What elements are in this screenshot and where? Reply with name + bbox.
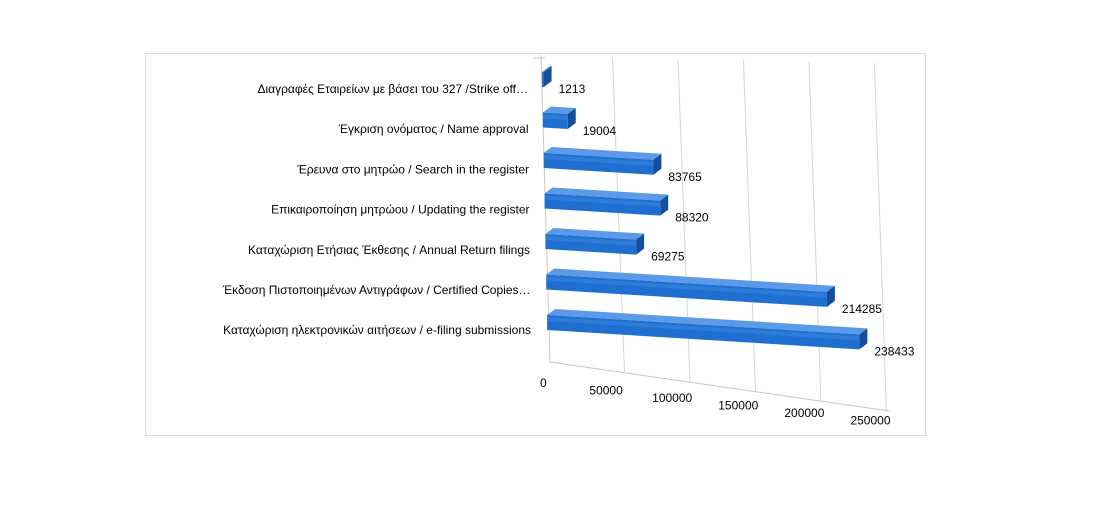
bar [543,147,662,175]
x-tick-label: 50000 [589,384,623,398]
value-label: 238433 [874,344,914,358]
bar-end-face [660,194,669,216]
bar-highlight [547,317,860,341]
bar-highlight [542,114,568,121]
value-label: 1213 [559,82,586,96]
bar-highlight [546,276,827,298]
x-tick-label: 100000 [652,391,692,405]
bar [545,228,645,255]
bar-end-face [653,153,662,175]
value-label: 69275 [651,250,685,264]
bar [544,187,669,216]
bar-top-face [542,66,552,73]
label-layer: 1213 Διαγραφές Εταιρείων με βάσει του 327… [222,82,915,428]
bar-top-face [543,147,662,160]
floor-edge [549,361,890,412]
bar-top-face [547,309,868,335]
value-label: 88320 [675,211,709,225]
bar-highlight [542,74,544,79]
bar-top-face [544,187,669,201]
bar [546,268,835,307]
category-label: Έκδοση Πιστοποιημένων Αντιγράφων / Certi… [222,283,531,297]
x-tick-label: 250000 [850,414,890,428]
bar-end-face [543,66,552,88]
chart-frame [145,53,926,436]
gridline [873,63,887,411]
bar-highlight [545,236,637,246]
bar-top-face [545,228,645,240]
bar-layer [542,66,868,350]
bar-top-face [546,268,835,292]
category-label: Επικαιροποίηση μητρώου / Updating the re… [271,203,529,217]
x-tick-label: 0 [540,376,547,390]
category-label: Καταχώριση Ετήσιας Έκθεσης / Annual Retu… [248,243,530,257]
bar-end-face [859,328,868,350]
value-label: 83765 [668,170,702,184]
bar-top-face [542,106,576,115]
bar [547,309,868,350]
value-label: 19004 [583,124,617,138]
bar-end-face [567,108,576,130]
x-tick-label: 200000 [784,406,824,420]
bar-end-face [636,233,645,255]
x-tick-label: 150000 [718,399,758,413]
bar [542,106,576,130]
value-label: 214285 [842,302,882,316]
bar-end-face [826,285,835,307]
category-label: Διαγραφές Εταιρείων με βάσει του 327 /St… [257,82,528,96]
bar-highlight [544,195,661,207]
category-label: Έρευνα στο μητρώο / Search in the regist… [296,162,529,176]
bar [542,66,552,88]
bar-highlight [543,155,654,166]
category-label: Έγκριση ονόματος / Name approval [338,122,529,136]
category-label: Καταχώριση ηλεκτρονικών αιτήσεων / e-fil… [223,323,531,337]
gridline [808,61,822,402]
